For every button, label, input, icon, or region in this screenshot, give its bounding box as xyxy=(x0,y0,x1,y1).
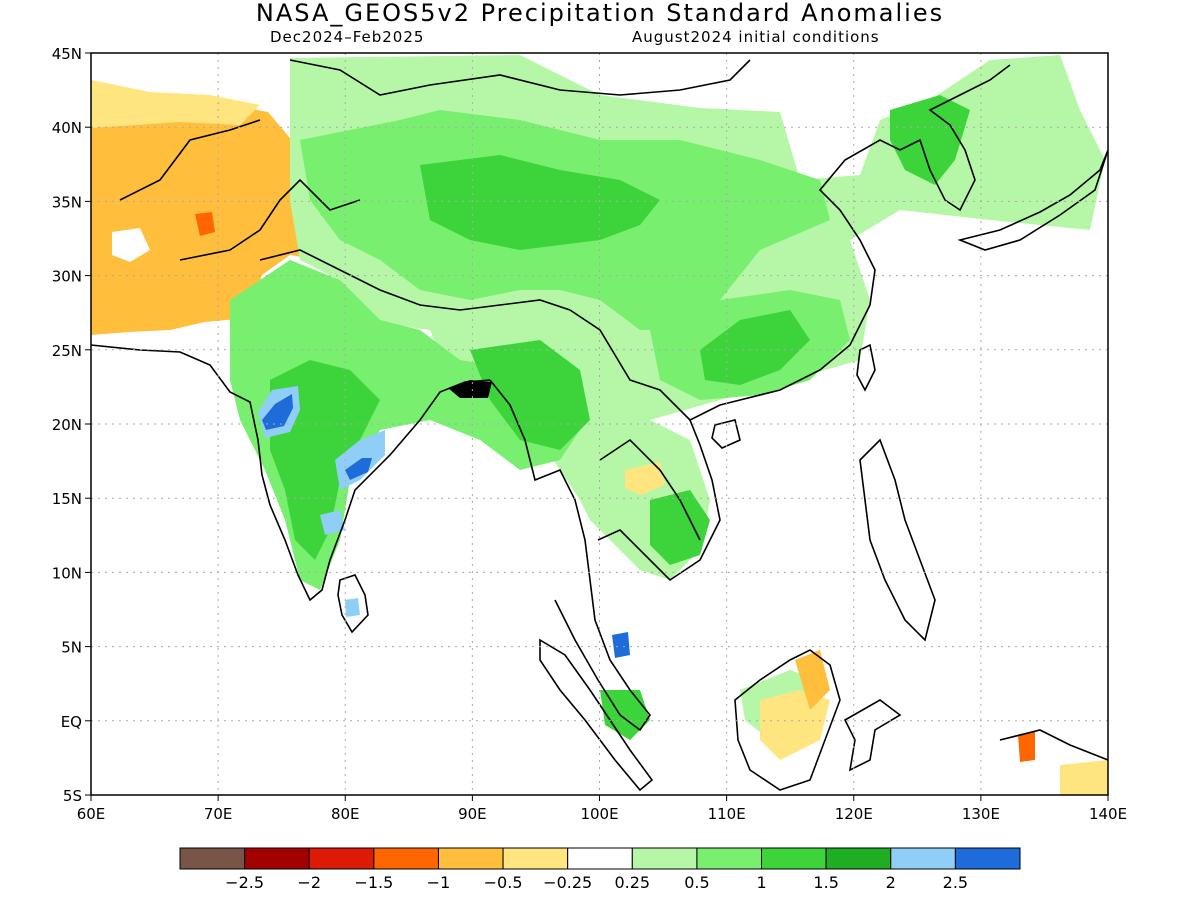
colorbar-label: −0.5 xyxy=(484,873,523,892)
colorbar-label: 1.5 xyxy=(813,873,838,892)
colorbar-swatch xyxy=(244,847,310,870)
lat-tick-label: 45N xyxy=(52,45,82,63)
lon-tick-label: 100E xyxy=(580,805,618,823)
border-china-mongolia xyxy=(289,59,751,96)
border-himalaya xyxy=(259,249,571,311)
coastline-philippines xyxy=(859,438,936,642)
coastline-myanmar-malaya xyxy=(489,379,651,732)
dry-anomaly-borneo xyxy=(795,650,830,710)
colorbar-swatch xyxy=(954,847,1021,870)
colorbar-swatch xyxy=(373,847,439,870)
lon-tick-label: 90E xyxy=(458,805,487,823)
lat-tick-label: 30N xyxy=(52,268,82,286)
wet-anomaly-korea xyxy=(890,95,970,185)
colorbar-swatch xyxy=(890,847,956,870)
colorbar-swatch xyxy=(179,847,246,870)
colorbar-label: 1 xyxy=(756,873,766,892)
coastlines xyxy=(91,59,1108,792)
coastline-borneo xyxy=(734,649,841,791)
lon-tick-label: 140E xyxy=(1089,805,1127,823)
lat-tick-label: EQ xyxy=(61,713,82,731)
colorbar-label: −1 xyxy=(427,873,451,892)
coastline-new-guinea xyxy=(999,729,1108,761)
colorbar-label: −2 xyxy=(297,873,321,892)
coastline-taiwan xyxy=(856,343,876,392)
colorbar-swatch xyxy=(308,847,375,870)
colorbar-swatch xyxy=(567,847,633,870)
dry-anomaly-thailand xyxy=(625,462,665,495)
lat-axis: 45N 40N 35N 30N 25N 20N 15N 10N 5N EQ 5S xyxy=(52,45,91,805)
colorbar-label: 2.5 xyxy=(943,873,968,892)
extreme-wet-anomaly-malaya xyxy=(612,632,630,658)
colorbar-swatch xyxy=(761,847,827,870)
ganges-delta xyxy=(448,380,492,398)
chart-title: NASA_GEOS5v2 Precipitation Standard Anom… xyxy=(255,0,945,27)
colorbar-label: 2 xyxy=(886,873,896,892)
coastline-japan xyxy=(957,149,1108,251)
strong-wet-anomaly-tibet xyxy=(420,155,660,250)
coastline-korea xyxy=(899,64,1011,212)
subtitle-initial-conditions: August2024 initial conditions xyxy=(632,28,880,46)
border-indochina xyxy=(599,438,701,541)
coastline-sulawesi xyxy=(843,699,902,772)
coastline-srilanka xyxy=(337,574,369,634)
border-afghanistan xyxy=(119,119,261,201)
coastline-sumatra xyxy=(539,638,654,792)
lon-tick-label: 130E xyxy=(962,805,1000,823)
subtitle-period: Dec2024–Feb2025 xyxy=(270,28,425,46)
lat-tick-label: 15N xyxy=(52,490,82,508)
border-china-se-asia xyxy=(569,309,691,421)
border-pakistan xyxy=(179,178,361,261)
very-wet-anomaly-india-southeast xyxy=(320,510,345,535)
colorbar-swatch xyxy=(825,847,892,870)
lon-tick-label: 70E xyxy=(204,805,233,823)
colorbar: −2.5 −2 −1.5 −1 −0.5 −0.25 0.25 0.5 1 1.5 2 2.5 xyxy=(179,847,1021,892)
lat-tick-label: 40N xyxy=(52,119,82,137)
colorbar-swatch xyxy=(502,847,569,870)
lon-tick-label: 80E xyxy=(331,805,360,823)
very-wet-anomaly-srilanka xyxy=(345,598,360,617)
lat-tick-label: 35N xyxy=(52,193,82,211)
weak-dry-anomaly-new-guinea xyxy=(1060,760,1108,795)
lon-axis: 60E 70E 80E 90E 100E 110E 120E 130E 140E xyxy=(77,795,1127,823)
colorbar-swatch xyxy=(437,847,504,870)
extreme-wet-anomaly-india-east xyxy=(345,458,372,480)
wet-anomaly-indochina xyxy=(650,490,710,565)
dry-anomaly-core-afghanistan xyxy=(195,212,215,236)
lat-tick-label: 5N xyxy=(61,639,82,657)
strong-wet-anomaly-bengal xyxy=(470,340,590,450)
dry-anomaly-papua xyxy=(1018,732,1035,762)
coastline-india xyxy=(91,344,491,602)
lon-tick-label: 110E xyxy=(708,805,746,823)
map-grid xyxy=(91,53,1108,795)
colorbar-label: −1.5 xyxy=(354,873,393,892)
lat-tick-label: 5S xyxy=(63,787,82,805)
colorbar-label: 0.25 xyxy=(614,873,650,892)
extreme-wet-anomaly-india-west xyxy=(262,394,293,430)
colorbar-label: −0.25 xyxy=(543,873,592,892)
lon-tick-label: 60E xyxy=(77,805,106,823)
coastline-indochina xyxy=(597,139,901,582)
lat-tick-label: 10N xyxy=(52,564,82,582)
colorbar-label: −2.5 xyxy=(225,873,264,892)
colorbar-swatch xyxy=(631,847,698,870)
lat-tick-label: 20N xyxy=(52,416,82,434)
colorbar-label: 0.5 xyxy=(684,873,709,892)
lat-tick-label: 25N xyxy=(52,342,82,360)
strong-wet-anomaly-south-china xyxy=(700,310,810,385)
coastline-hainan xyxy=(711,419,741,449)
white-hole-iran xyxy=(112,228,150,262)
colorbar-swatch xyxy=(696,847,763,870)
lon-tick-label: 120E xyxy=(835,805,873,823)
